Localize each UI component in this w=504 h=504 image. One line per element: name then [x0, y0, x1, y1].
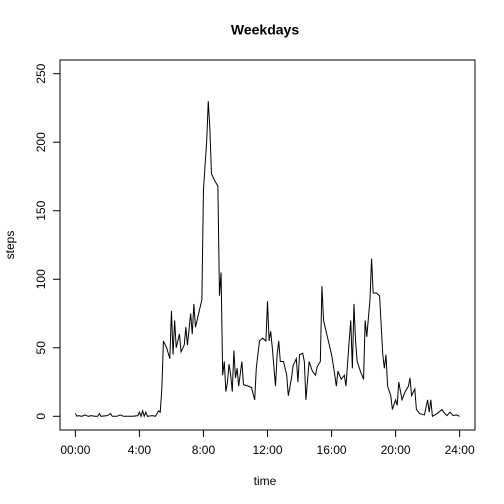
plot-box: [59, 59, 476, 431]
y-axis-label: steps: [3, 231, 17, 260]
x-tick-label: 16:00: [317, 443, 347, 457]
x-tick-label: 12:00: [252, 443, 282, 457]
x-axis-label: time: [254, 474, 277, 488]
x-tick-label: 8:00: [192, 443, 216, 457]
chart-title: Weekdays: [231, 22, 299, 38]
y-tick-label: 250: [34, 63, 48, 83]
x-tick-label: 4:00: [128, 443, 152, 457]
y-tick-label: 0: [34, 413, 48, 420]
y-tick-label: 100: [34, 269, 48, 289]
x-tick-label: 20:00: [381, 443, 411, 457]
data-line: [74, 101, 460, 418]
x-tick-label: 00:00: [60, 443, 90, 457]
x-tick-label: 24:00: [445, 443, 475, 457]
y-tick-label: 150: [34, 200, 48, 220]
y-tick-label: 200: [34, 132, 48, 152]
y-tick-label: 50: [34, 341, 48, 355]
